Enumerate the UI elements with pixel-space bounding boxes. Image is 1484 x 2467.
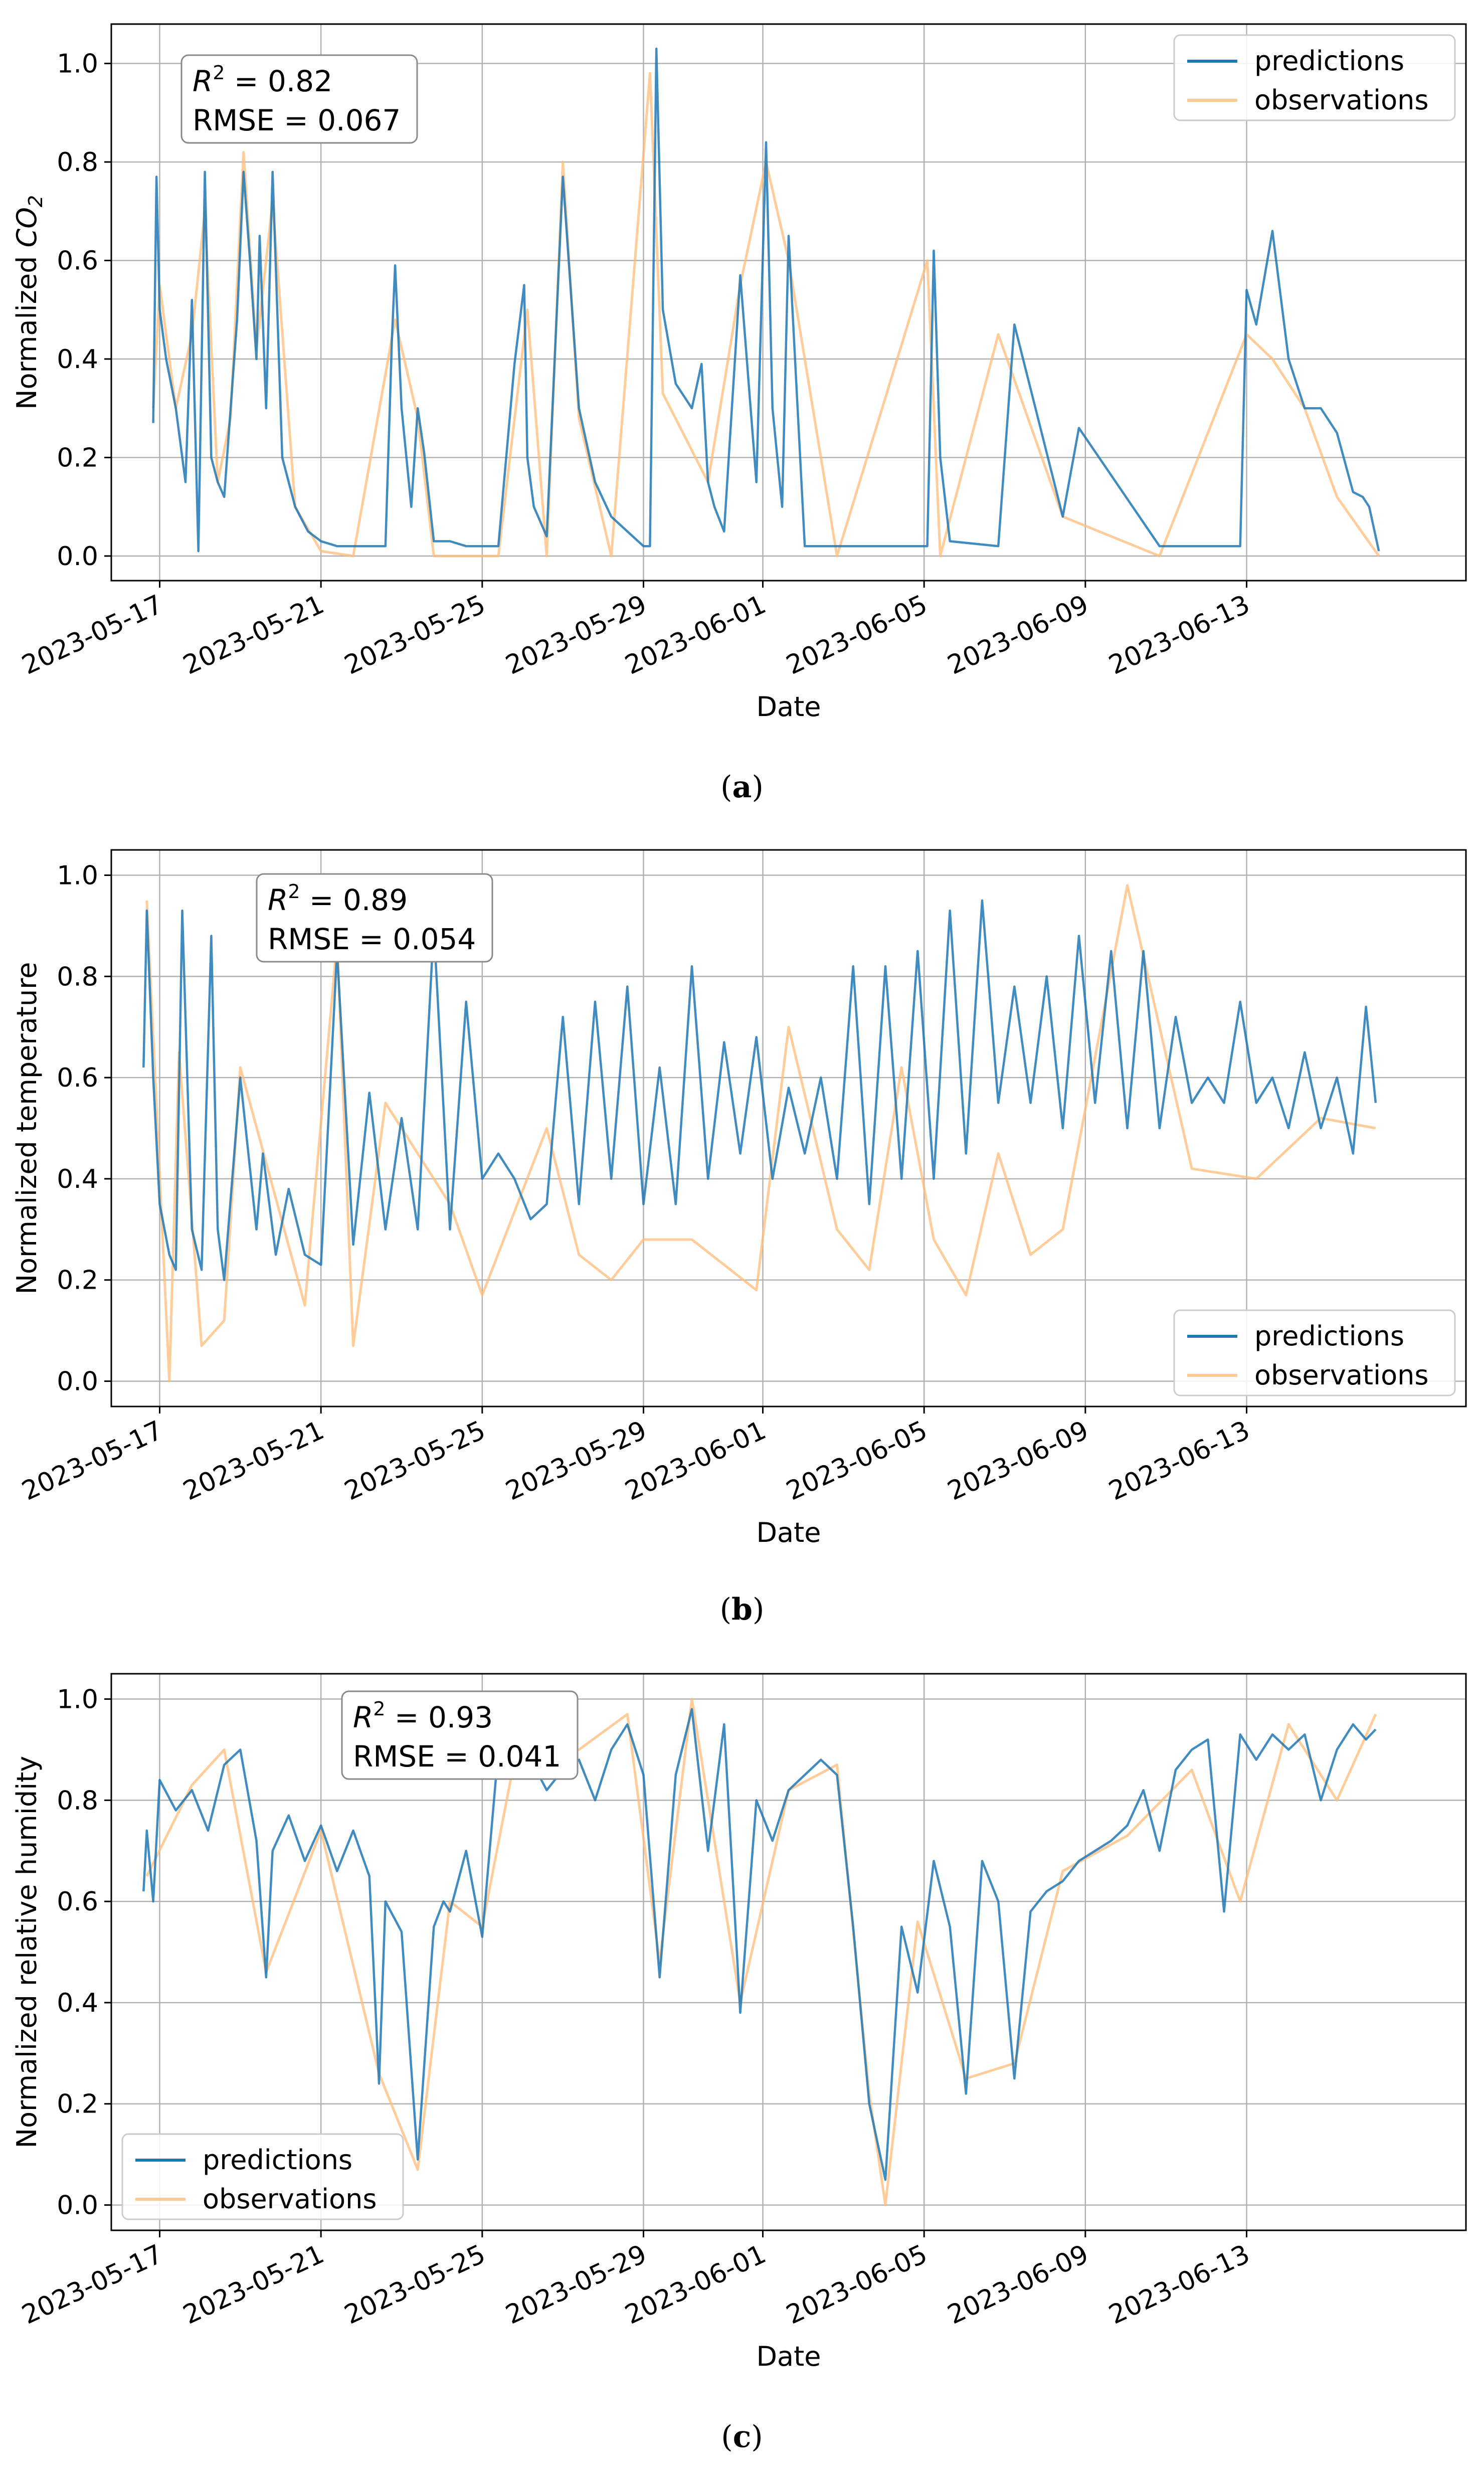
y-tick-label: 0.0 bbox=[57, 542, 98, 572]
y-tick-label: 0.4 bbox=[57, 1988, 98, 2018]
x-tick-label: 2023-05-17 bbox=[18, 589, 167, 680]
x-tick-label: 2023-05-25 bbox=[340, 589, 490, 680]
legend-box bbox=[1173, 34, 1456, 121]
metrics-annotation: R2 = 0.89 RMSE = 0.054 bbox=[256, 873, 493, 963]
x-tick-label: 2023-06-13 bbox=[1104, 589, 1254, 680]
x-tick-label: 2023-06-13 bbox=[1104, 1415, 1254, 1506]
y-tick-label: 0.2 bbox=[57, 1266, 98, 1296]
y-tick-label: 0.0 bbox=[57, 1367, 98, 1397]
y-axis-label: Normalized temperature bbox=[11, 962, 43, 1295]
y-tick-label: 0.8 bbox=[57, 962, 98, 992]
axes-frame bbox=[110, 23, 1467, 582]
y-tick-label: 0.2 bbox=[57, 443, 98, 473]
legend: predictions observations bbox=[121, 2133, 404, 2220]
legend-label-predictions: predictions bbox=[1254, 45, 1404, 77]
rmse-text: RMSE = 0.054 bbox=[268, 922, 476, 956]
axes-frame bbox=[110, 849, 1467, 1407]
legend-box bbox=[1173, 1309, 1456, 1396]
y-tick-label: 0.8 bbox=[57, 1786, 98, 1816]
legend-label-observations: observations bbox=[1254, 84, 1429, 116]
series-line-predictions bbox=[152, 47, 1380, 553]
panel-label-a: (a) bbox=[720, 770, 764, 805]
x-tick-label: 2023-05-21 bbox=[178, 589, 328, 680]
legend-label-predictions: predictions bbox=[1254, 1320, 1404, 1352]
y-tick-label: 1.0 bbox=[57, 1684, 98, 1714]
panel-label-b: (b) bbox=[719, 1592, 765, 1627]
y-tick-label: 0.2 bbox=[57, 2089, 98, 2120]
x-tick-label: 2023-06-13 bbox=[1104, 2239, 1254, 2330]
legend-box bbox=[121, 2133, 404, 2220]
x-tick-label: 2023-05-25 bbox=[340, 1415, 490, 1506]
annotation-box bbox=[180, 54, 418, 144]
x-tick-label: 2023-06-09 bbox=[943, 2239, 1093, 2330]
metrics-annotation: R2 = 0.82 RMSE = 0.067 bbox=[180, 54, 418, 144]
legend-label-observations: observations bbox=[203, 2183, 377, 2215]
rmse-text: RMSE = 0.041 bbox=[353, 1739, 561, 1774]
panel-label-c: (c) bbox=[721, 2419, 763, 2454]
r2-text: R2 = 0.93 bbox=[353, 1698, 493, 1734]
series-line-predictions bbox=[142, 899, 1377, 1281]
x-tick-label: 2023-06-09 bbox=[943, 589, 1093, 680]
y-tick-label: 0.6 bbox=[57, 246, 98, 276]
legend-label-observations: observations bbox=[1254, 1359, 1429, 1391]
x-tick-label: 2023-05-21 bbox=[178, 1415, 328, 1506]
x-tick-label: 2023-05-17 bbox=[18, 1415, 167, 1506]
x-tick-label: 2023-06-05 bbox=[782, 2239, 932, 2330]
x-axis-label: Date bbox=[756, 2341, 821, 2372]
x-tick-label: 2023-05-21 bbox=[178, 2239, 328, 2330]
annotation-box bbox=[341, 1690, 579, 1780]
legend: predictions observations bbox=[1173, 1309, 1456, 1396]
axes-frame bbox=[110, 1673, 1467, 2231]
y-tick-label: 0.6 bbox=[57, 1887, 98, 1917]
metrics-annotation: R2 = 0.93 RMSE = 0.041 bbox=[341, 1690, 579, 1780]
x-axis-label: Date bbox=[756, 691, 821, 723]
annotation-box bbox=[256, 873, 493, 963]
x-axis-label: Date bbox=[756, 1517, 821, 1548]
y-tick-label: 0.4 bbox=[57, 344, 98, 375]
x-tick-label: 2023-06-09 bbox=[943, 1415, 1093, 1506]
series-line-observations bbox=[145, 884, 1376, 1382]
y-tick-label: 0.8 bbox=[57, 147, 98, 178]
y-axis-label: Normalized relative humidity bbox=[11, 1756, 43, 2149]
rmse-text: RMSE = 0.067 bbox=[193, 103, 401, 137]
x-tick-label: 2023-06-05 bbox=[782, 1415, 932, 1506]
series-line-predictions bbox=[142, 1708, 1377, 2181]
r2-text: R2 = 0.82 bbox=[193, 62, 332, 98]
y-tick-label: 1.0 bbox=[57, 49, 98, 79]
x-tick-label: 2023-06-05 bbox=[782, 589, 932, 680]
y-tick-label: 0.0 bbox=[57, 2191, 98, 2221]
x-tick-label: 2023-05-17 bbox=[18, 2239, 167, 2330]
legend-label-predictions: predictions bbox=[203, 2144, 352, 2176]
y-tick-label: 0.6 bbox=[57, 1063, 98, 1093]
r2-text: R2 = 0.89 bbox=[268, 880, 408, 917]
y-tick-label: 1.0 bbox=[57, 860, 98, 891]
y-tick-label: 0.4 bbox=[57, 1164, 98, 1194]
y-axis-label: Normalized CO2 bbox=[11, 195, 47, 410]
legend: predictions observations bbox=[1173, 34, 1456, 121]
x-tick-label: 2023-05-25 bbox=[340, 2239, 490, 2330]
